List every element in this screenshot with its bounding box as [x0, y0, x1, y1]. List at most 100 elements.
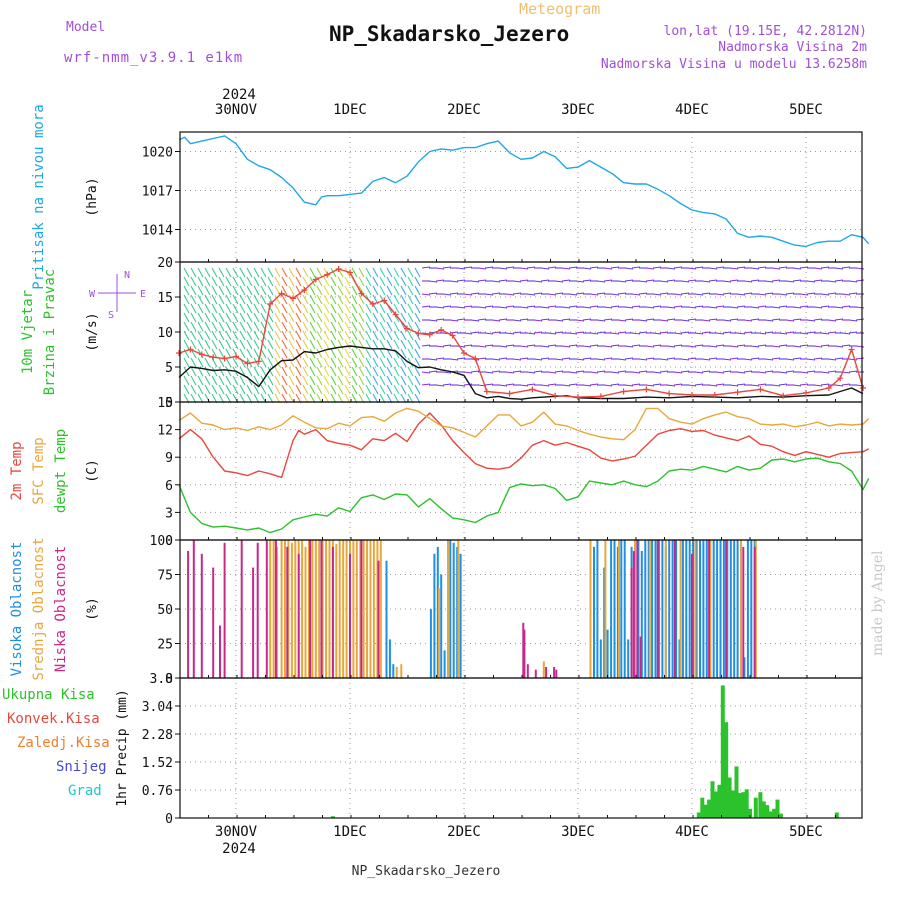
bar-niska-oblacnost — [309, 540, 312, 678]
wind-barb — [596, 370, 606, 373]
wind-barb — [239, 276, 246, 287]
wind-barb — [330, 330, 337, 341]
wind-barb — [554, 358, 564, 361]
wind-barb — [232, 375, 239, 386]
wind-barb — [351, 321, 358, 332]
wind-barb — [813, 318, 823, 321]
wind-barb — [484, 305, 494, 308]
wind-barb — [687, 384, 697, 387]
wind-barb — [631, 332, 641, 335]
wind-barb — [561, 279, 571, 282]
wind-barb — [372, 330, 379, 341]
panel-side-label: Niska Oblacnost — [53, 546, 69, 672]
wind-barb — [708, 267, 718, 270]
wind-barb — [323, 357, 330, 368]
wind-barb — [253, 384, 260, 395]
wind-barb — [806, 319, 816, 322]
wind-direction-legend: W NE S — [89, 270, 146, 321]
wind-barb — [407, 384, 414, 395]
wind-barb — [512, 319, 522, 322]
wind-barb — [617, 292, 627, 295]
bar-visoka-oblacnost — [440, 574, 443, 678]
bar-ukupna-kisa — [713, 791, 718, 818]
wind-barb — [218, 276, 225, 287]
wind-barb — [575, 280, 585, 283]
bar-visoka-oblacnost — [692, 540, 695, 678]
wind-barb — [288, 276, 295, 287]
wind-barb — [183, 285, 190, 296]
wind-barb — [505, 344, 515, 347]
gust-marker — [438, 326, 445, 333]
wind-barb — [841, 293, 851, 296]
wind-barb — [673, 293, 683, 296]
wind-barb — [498, 357, 508, 360]
wind-barb — [372, 339, 379, 350]
wind-barb — [232, 384, 239, 395]
wind-barb — [386, 276, 393, 287]
bar-visoka-oblacnost — [385, 560, 388, 678]
wind-barb — [281, 348, 288, 359]
wind-barb — [715, 383, 725, 386]
y-tick-label: 2.28 — [142, 728, 173, 743]
wind-barb — [827, 292, 837, 295]
wind-barb — [645, 345, 655, 348]
wind-barb — [239, 321, 246, 332]
wind-barb — [316, 285, 323, 296]
wind-barb — [281, 357, 288, 368]
wind-barb — [351, 312, 358, 323]
wind-barb — [792, 357, 802, 360]
wind-barb — [239, 384, 246, 395]
wind-barb — [316, 375, 323, 386]
bar-srednja-oblacnost — [634, 540, 636, 678]
wind-barb — [603, 279, 613, 282]
bar-ukupna-kisa — [720, 685, 725, 818]
wind-barb — [246, 339, 253, 350]
wind-barb — [400, 312, 407, 323]
wind-barb — [183, 303, 190, 314]
wind-barb — [281, 366, 288, 377]
day-label-3dec-top: 3DEC — [561, 102, 595, 118]
bar-srednja-oblacnost — [321, 540, 324, 678]
wind-barb — [470, 331, 480, 334]
wind-barb — [687, 357, 697, 360]
wind-barb — [414, 303, 421, 314]
bar-visoka-oblacnost — [647, 540, 650, 678]
wind-barb — [400, 285, 407, 296]
wind-barb — [379, 330, 386, 341]
bar-visoka-oblacnost — [678, 639, 681, 678]
wind-barb — [582, 318, 592, 321]
wind-barb — [183, 339, 190, 350]
bar-ukupna-kisa — [772, 808, 777, 818]
wind-barb — [428, 319, 438, 322]
bar-srednja-oblacnost — [379, 540, 382, 678]
wind-barb — [295, 339, 302, 350]
wind-barb — [421, 266, 431, 269]
wind-barb — [204, 267, 211, 278]
bar-niska-oblacnost — [252, 567, 255, 678]
wind-barb — [393, 330, 400, 341]
wind-barb — [267, 348, 274, 359]
data-layer — [176, 135, 870, 818]
wind-barb — [666, 279, 676, 282]
bar-srednja-oblacnost — [345, 540, 348, 678]
wind-barb — [386, 321, 393, 332]
wind-barb — [666, 384, 676, 387]
wind-barb — [351, 303, 358, 314]
wind-barb — [288, 330, 295, 341]
wind-barb — [834, 318, 844, 321]
wind-barb — [701, 292, 711, 295]
wind-barb — [855, 345, 865, 348]
y-tick-label: 5 — [165, 361, 173, 376]
wind-barb — [750, 279, 760, 282]
wind-barb — [337, 357, 344, 368]
wind-barb — [736, 305, 746, 308]
wind-barb — [183, 321, 190, 332]
gust-marker — [757, 386, 764, 393]
wind-barb — [288, 285, 295, 296]
wind-barb — [351, 348, 358, 359]
day-label-1dec-top: 1DEC — [333, 102, 367, 118]
bar-srednja-oblacnost — [754, 540, 757, 678]
bar-ukupna-kisa — [765, 805, 770, 818]
bar-niska-oblacnost — [636, 540, 639, 678]
wind-barb — [505, 383, 515, 386]
